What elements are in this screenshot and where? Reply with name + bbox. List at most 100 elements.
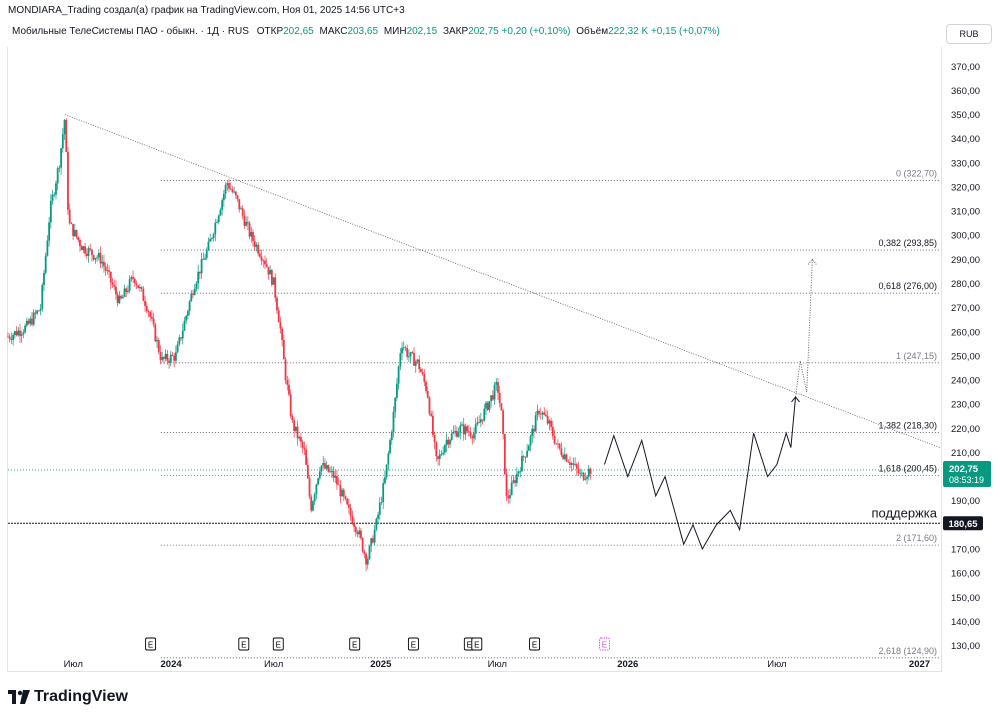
candle-body [262, 260, 265, 262]
candle-body [495, 382, 498, 385]
candle-body [562, 455, 564, 459]
candle-body [457, 432, 460, 437]
candle-body [91, 249, 93, 256]
candle-body [267, 266, 270, 275]
candle-body [17, 330, 20, 336]
candle-body [269, 270, 272, 275]
candle-body [548, 420, 551, 424]
candle-body [188, 301, 191, 312]
candle-body [373, 529, 376, 543]
candle-body [258, 253, 261, 257]
candle-body [312, 501, 314, 511]
candle-body [19, 330, 21, 336]
candle-body [421, 372, 424, 374]
earnings-marker-icon [272, 637, 284, 651]
candle-body [70, 223, 73, 225]
y-tick-label: 240,00 [951, 376, 980, 387]
candle-body [96, 257, 98, 259]
candle-body [324, 463, 326, 469]
candle-body [536, 410, 539, 416]
close-value: 202,75 [468, 26, 499, 37]
candle-body [49, 200, 52, 223]
tradingview-brand[interactable]: TradingView [8, 688, 128, 706]
candle-body [423, 373, 426, 383]
candle-body [527, 445, 530, 451]
candle-body [488, 401, 491, 410]
candle-body [546, 416, 549, 424]
candle-body [563, 454, 566, 459]
candle-body [409, 352, 412, 357]
candle-body [466, 426, 469, 432]
instrument-name[interactable]: Мобильные ТелеСистемы ПАО - обыкн. · 1Д … [12, 26, 249, 37]
candle-body [483, 408, 486, 421]
x-tick-label: 2027 [909, 659, 930, 670]
candle-body [120, 295, 122, 299]
candle-body [31, 318, 33, 325]
candle-body [10, 338, 13, 340]
candle-body [447, 439, 450, 445]
candle-body [200, 258, 203, 274]
candle-body [284, 359, 287, 381]
chart-pane[interactable] [7, 47, 942, 672]
current-price-tag [943, 460, 991, 487]
candle-body [87, 248, 90, 256]
candle-body [185, 315, 188, 321]
candle-body [491, 395, 494, 400]
candle-body [575, 464, 578, 469]
candle-body [452, 432, 455, 434]
open-value: 202,65 [283, 26, 314, 37]
fib-level-label: 1 (247,15) [896, 351, 937, 361]
candle-body [300, 437, 302, 442]
candle-body [39, 308, 42, 311]
candle-body [130, 276, 133, 280]
earnings-marker-icon [529, 637, 541, 651]
candle-body [397, 366, 400, 384]
candle-body [145, 305, 148, 312]
candle-body [450, 433, 453, 440]
candle-body [404, 347, 407, 349]
support-price-label: 180,65 [948, 519, 978, 530]
candle-body [161, 357, 164, 360]
candle-body [147, 311, 150, 313]
candle-body [382, 483, 385, 503]
candle-body [464, 426, 467, 435]
volume-value: 222,32 K [608, 26, 649, 37]
candle-body [485, 402, 487, 409]
y-tick-label: 190,00 [951, 496, 980, 507]
candle-body [282, 339, 285, 360]
candle-body [570, 463, 573, 465]
candle-body [20, 334, 23, 336]
trendline [64, 114, 941, 448]
candle-body [109, 271, 112, 283]
brand-name: TradingView [34, 688, 128, 705]
candle-body [168, 360, 170, 363]
volume-label: Объём [576, 26, 609, 37]
candle-body [214, 222, 217, 235]
fib-level-label: 1,382 (218,30) [878, 420, 937, 430]
candle-body [524, 456, 527, 458]
volume-change-value: +0,15 (+0,07%) [650, 26, 720, 37]
earnings-marker-label: E [411, 641, 416, 650]
candle-body [58, 167, 61, 169]
candle-body [8, 336, 11, 339]
candle-body [438, 454, 441, 460]
candle-body [301, 441, 304, 448]
candle-body [125, 288, 128, 293]
candle-body [509, 494, 511, 499]
candle-body [334, 476, 337, 478]
candle-body [577, 468, 580, 474]
candle-body [360, 530, 362, 539]
candle-body [443, 445, 446, 453]
candle-body [7, 336, 9, 338]
candle-body [85, 253, 88, 256]
earnings-marker-icon [407, 637, 419, 651]
candle-body [387, 453, 390, 465]
candle-body [445, 439, 448, 446]
candle-body [459, 425, 462, 433]
candle-body [467, 431, 470, 433]
candle-body [416, 359, 419, 362]
earnings-marker-label: E [474, 641, 479, 650]
currency-button[interactable]: RUB [946, 24, 992, 44]
candle-body [115, 286, 117, 295]
